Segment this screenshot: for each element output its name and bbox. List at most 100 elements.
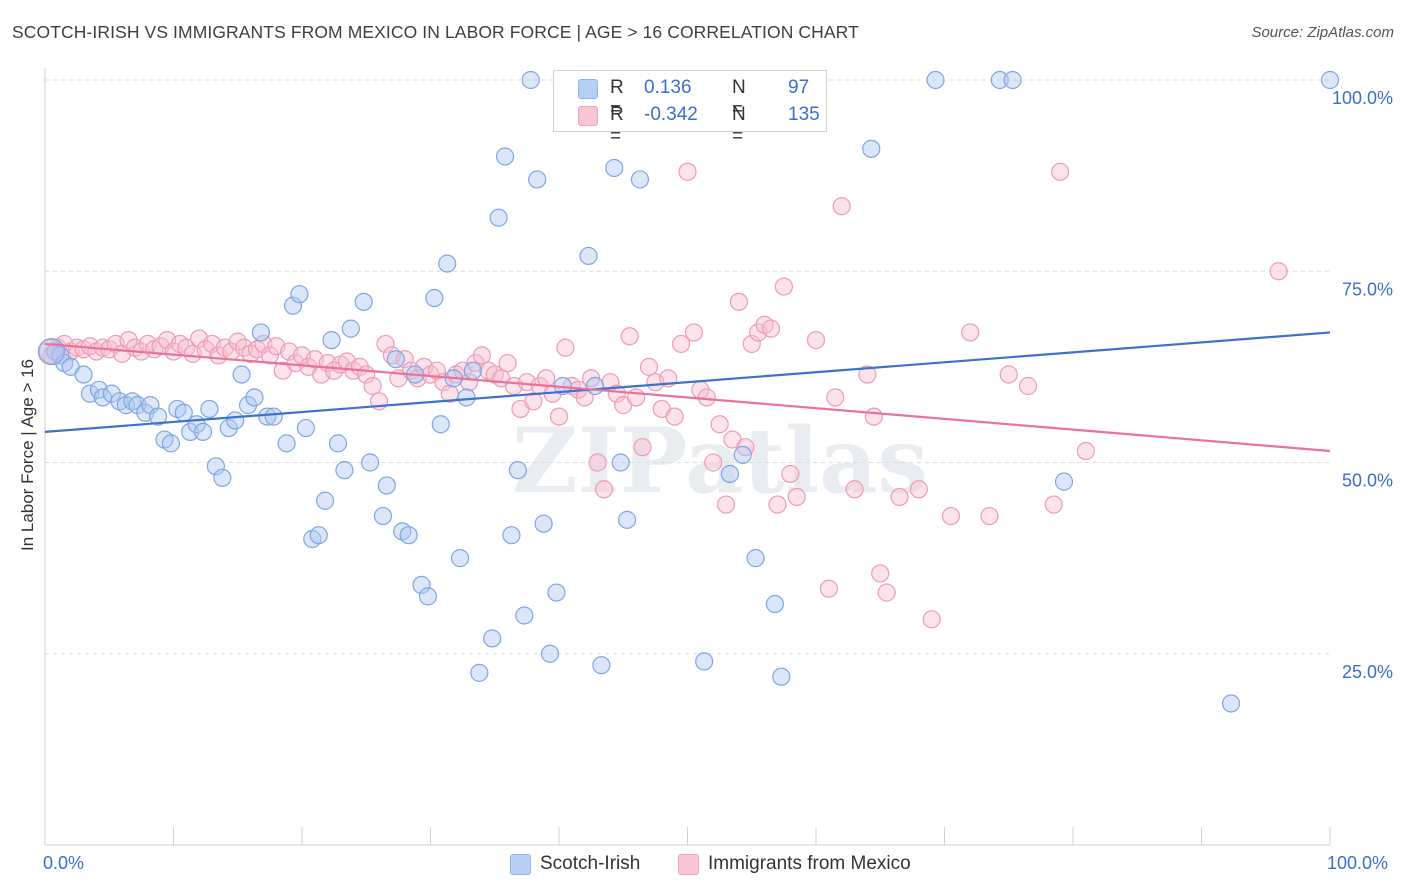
scotch-irish-point	[470, 663, 489, 682]
scotch-irish-point	[438, 254, 457, 273]
scotch-irish-point	[618, 510, 637, 529]
scotch-irish-point	[502, 526, 521, 545]
scotch-irish-point	[193, 422, 213, 441]
scotch-irish-point	[328, 434, 348, 453]
scotch-irish-point	[733, 445, 752, 464]
mexico-point	[524, 392, 543, 411]
mexico-point	[742, 334, 761, 354]
scotch-irish-point	[489, 208, 508, 227]
scotch-irish-point	[102, 384, 121, 403]
mexico-point	[922, 610, 941, 629]
scotch-irish-point	[232, 365, 251, 384]
mexico-point	[594, 480, 614, 499]
scotch-irish-point	[579, 246, 598, 266]
scotch-irish-point	[322, 331, 341, 350]
mexico-point	[716, 495, 736, 514]
scotch-irish-point	[213, 468, 232, 487]
scotch-irish-point	[74, 365, 93, 384]
mexico-point	[980, 506, 999, 526]
scotch-irish-point	[309, 526, 328, 545]
mexico-point	[498, 353, 517, 373]
scotch-irish-point	[534, 514, 553, 533]
mexico-point	[819, 579, 838, 598]
scotch-irish-point	[373, 506, 393, 526]
scotch-irish-point	[611, 453, 630, 472]
scotch-irish-point	[926, 70, 945, 90]
scotch-irish-point	[483, 629, 502, 648]
scotch-irish-point	[296, 418, 315, 438]
scotch-irish-point	[605, 158, 624, 178]
scotch-irish-point	[990, 70, 1009, 90]
y-axis-label: In Labor Force | Age > 16	[18, 359, 37, 552]
mexico-point	[761, 319, 781, 338]
scotch-irish-point	[386, 350, 405, 369]
scotch-irish-point	[341, 319, 360, 338]
scotch-irish-point	[585, 376, 605, 396]
mexico-point	[845, 480, 864, 499]
scotch-irish-point	[161, 434, 181, 453]
scotch-irish-point	[316, 491, 335, 510]
scotch-irish-point	[200, 399, 219, 419]
mexico-point	[588, 453, 607, 472]
mexico-point	[826, 388, 845, 407]
mexico-point	[620, 327, 639, 346]
stats-legend: R = 0.136 N = 97 R = -0.342 N = 135	[553, 70, 827, 147]
scotch-irish-point	[377, 476, 396, 495]
mexico-point	[684, 323, 704, 342]
scotch-irish-point	[354, 292, 373, 311]
scotch-irish-point	[206, 457, 226, 476]
scotch-irish-point	[412, 575, 431, 595]
mexico-point	[633, 438, 652, 457]
scotch-irish-point	[245, 388, 264, 407]
scotch-irish-point	[450, 549, 470, 568]
legend-label: Scotch-Irish	[540, 853, 641, 874]
mexico-point	[858, 365, 877, 384]
mexico-point	[549, 407, 569, 426]
mexico-point	[1051, 162, 1070, 181]
scotch-irish-point	[264, 407, 283, 426]
mexico-point	[864, 407, 883, 426]
r-value: -0.342	[644, 104, 698, 125]
scotch-irish-point	[418, 587, 438, 606]
scotch-irish-point	[226, 411, 245, 430]
n-label: N =	[732, 104, 746, 147]
scotch-irish-point	[283, 296, 303, 315]
scotch-irish-point	[1320, 70, 1340, 90]
mexico-point	[1018, 376, 1038, 396]
mexico-point	[832, 197, 851, 216]
mexico-point	[729, 292, 749, 311]
n-value: 135	[788, 104, 820, 125]
mexico-point	[241, 344, 260, 363]
mexico-point	[260, 346, 279, 365]
mexico-point	[376, 334, 395, 354]
legend-swatch-pink	[678, 854, 699, 875]
scotch-irish-point	[746, 549, 765, 568]
mexico-point	[363, 376, 382, 396]
axes	[44, 68, 1331, 846]
n-value: 97	[788, 77, 810, 98]
scotch-irish-point	[399, 526, 418, 545]
scotch-irish-point	[335, 461, 354, 480]
mexico-point	[697, 388, 716, 407]
scotch-irish-point	[457, 388, 476, 407]
scotch-irish-point	[431, 415, 450, 434]
mexico-point	[710, 415, 729, 434]
mexico-point	[999, 365, 1018, 384]
mexico-point	[1269, 262, 1288, 281]
scotch-irish-point	[425, 288, 444, 308]
y-tick-labels: 25.0% 50.0% 75.0% 100.0%	[1332, 88, 1393, 682]
mexico-point	[704, 453, 723, 472]
scotch-irish-point	[495, 147, 515, 166]
mexico-point	[607, 384, 626, 403]
mexico-point	[472, 346, 491, 365]
mexico-point	[877, 583, 896, 602]
trend-line-scotch-irish	[44, 331, 1331, 433]
mexico-point	[890, 487, 909, 507]
mexico-point	[1044, 495, 1063, 514]
r-value: 0.136	[644, 77, 692, 98]
mexico-point	[961, 323, 980, 342]
mexico-point	[941, 506, 961, 526]
scotch-irish-point	[765, 594, 784, 614]
scotch-irish-point	[1221, 694, 1241, 713]
mexico-point	[806, 331, 826, 350]
